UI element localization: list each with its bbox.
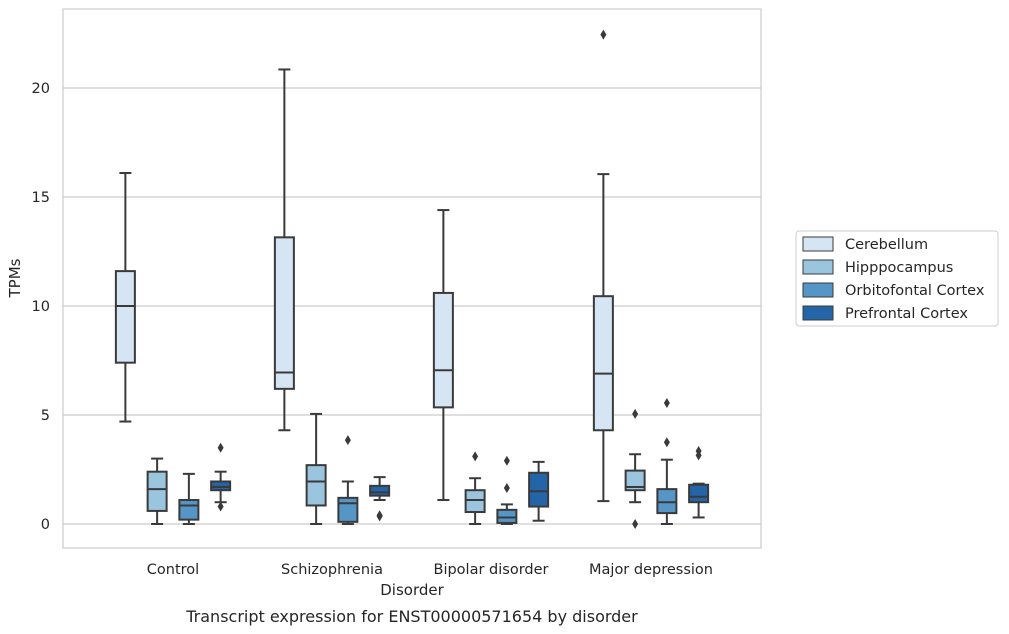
chart-caption: Transcript expression for ENST0000057165… [185,607,638,626]
legend-swatch [802,259,834,275]
y-tick-label: 15 [32,190,50,206]
box-3-2 [528,460,550,522]
box-0-2 [432,209,454,502]
box-0-0 [114,172,136,423]
outlier-point [472,451,479,462]
box-1-0 [146,457,168,525]
box-iqr [273,236,295,390]
legend-swatch [802,236,834,252]
box-0-1 [273,68,295,432]
y-axis-ticks: 0 5 10 15 20 [32,81,50,533]
box-iqr [528,471,550,508]
box-iqr [178,499,200,521]
y-axis-label: TPMs [6,258,24,298]
box-iqr [432,291,454,409]
outlier-point [632,519,639,529]
grid-lines [63,87,761,525]
outlier-point [600,29,607,40]
y-tick-label: 0 [41,517,50,533]
plot-frame [62,8,762,549]
box-iqr [337,496,359,523]
box-iqr [624,469,646,492]
x-tick-label: Control [147,562,199,578]
box-3-1 [369,476,391,522]
box-iqr [369,484,391,497]
box-iqr [114,270,136,364]
outlier-point [695,450,702,461]
box-2-2 [496,455,518,525]
box-iqr [464,489,486,514]
box-iqr [656,488,678,515]
outlier-point [376,511,383,522]
y-tick-label: 20 [32,81,50,97]
x-axis-ticks: Control Schizophrenia Bipolar disorder Majo… [147,562,713,578]
legend-label: Hipppocampus [845,260,953,276]
box-1-2 [464,451,486,525]
box-3-3 [688,445,710,519]
box-iqr [305,464,327,507]
legend-swatch [802,305,834,321]
y-tick-label: 10 [32,299,50,315]
box-3-0 [210,442,232,512]
outlier-point [503,455,510,466]
legend: Cerebellum Hipppocampus Orbitofontal Corte… [795,230,999,327]
box-iqr [146,470,168,512]
box-2-3 [656,398,678,525]
box-iqr [496,508,518,524]
box-1-3 [624,408,646,529]
legend-label: Prefrontal Cortex [845,306,968,322]
x-tick-label: Schizophrenia [281,562,383,578]
x-tick-label: Bipolar disorder [434,562,549,578]
outlier-point [503,483,510,494]
box-2-1 [337,435,359,525]
y-tick-label: 5 [41,408,50,424]
outlier-point [344,435,351,446]
legend-frame [795,230,999,327]
outlier-point [663,398,670,409]
box-iqr [592,295,614,432]
box-iqr [210,480,232,492]
x-axis-label: Disorder [380,581,444,599]
outlier-point [217,442,224,453]
box-iqr [688,483,710,504]
box-1-1 [305,412,327,525]
box-2-0 [178,472,200,525]
legend-label: Cerebellum [845,237,928,253]
outlier-point [217,501,224,512]
box-0-3 [592,29,614,503]
outlier-point [632,408,639,419]
legend-label: Orbitofontal Cortex [845,283,985,299]
x-tick-label: Major depression [589,562,713,578]
outlier-point [663,437,670,448]
legend-swatch [802,282,834,298]
box-plot-boxes [114,29,710,529]
